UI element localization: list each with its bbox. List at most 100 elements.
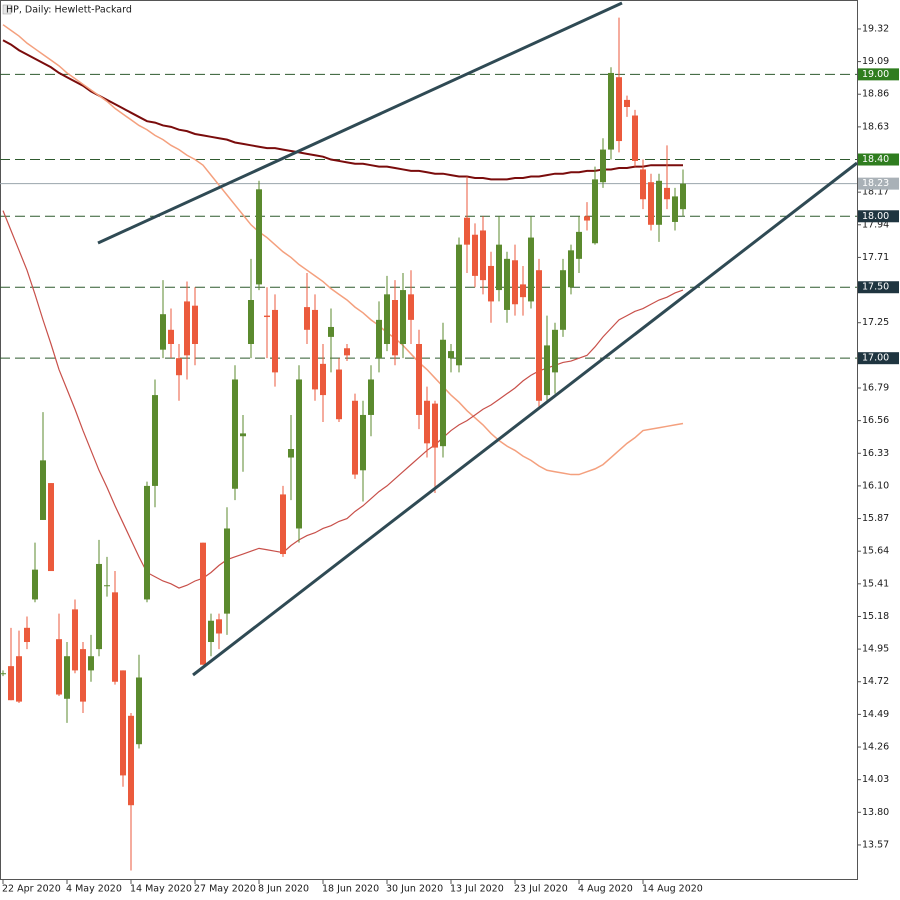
moving-average-line [2,24,684,476]
trendline [97,1,623,245]
y-tick-label: 16.33 [862,448,889,459]
candle-body [488,265,494,302]
candle-body [536,270,542,401]
last-price-box [858,177,899,190]
chart-title: HP, Daily: Hewlett-Packard [6,5,132,16]
x-tick-label: 30 Jun 2020 [386,884,443,895]
candle-body [216,619,222,634]
candle-body [296,379,302,529]
candle-body [432,403,438,448]
candle-body [24,627,30,643]
candle-body [168,329,174,344]
y-tick-label: 18.86 [862,89,889,100]
y-tick-label: 19.32 [862,23,889,34]
level-label-box [858,153,899,166]
moving-average-line [2,210,684,589]
candle-body [144,485,150,600]
candle-body [640,169,646,200]
candle-body [288,449,294,458]
y-tick-label: 13.57 [862,839,889,850]
candle-body [184,301,190,356]
candle-body [656,180,662,225]
candle-body [560,270,566,330]
candle-body [504,258,510,310]
candle-body [528,237,534,302]
candle-body [336,369,342,420]
level-label: 18.00 [862,211,889,222]
x-tick-label: 27 May 2020 [194,884,256,895]
x-tick-label: 4 May 2020 [66,884,122,895]
y-tick-label: 14.72 [862,676,889,687]
candle-body [72,609,78,671]
candle-body [96,563,102,650]
candle-body [384,294,390,344]
level-label: 18.40 [862,154,889,165]
candle-body [104,585,110,587]
level-label-box [858,68,899,81]
x-tick-label: 23 Jul 2020 [514,884,568,895]
y-tick-label: 15.41 [862,578,889,589]
candle-body [192,305,198,344]
level-label-box [858,281,899,294]
candle-body [600,149,606,183]
candle-body [552,329,558,373]
candle-body [584,216,590,221]
trendlines [97,1,858,677]
candle-body [448,351,454,359]
candle-body [272,309,278,373]
candle-body [80,649,86,702]
candle-body [632,115,638,161]
candle-body [440,339,446,447]
candle-body [304,307,310,330]
candle-body [208,620,214,643]
candle-body [280,494,286,555]
candle-body [56,639,62,695]
y-tick-label: 16.79 [862,382,889,393]
y-tick-label: 16.56 [862,415,889,426]
candle-body [344,348,350,356]
candle-body [128,715,134,806]
y-tick-label: 17.25 [862,317,889,328]
moving-average-line [2,39,683,181]
candle-body [0,673,6,675]
trendline [192,161,858,677]
level-label-box [858,352,899,365]
candle-body [376,319,382,359]
candle-body [88,656,94,671]
candle-body [544,345,550,396]
candle-body [616,77,622,142]
last-price-label: 18.23 [862,178,889,189]
candle-body [496,244,502,291]
x-tick-label: 13 Jul 2020 [450,884,504,895]
x-tick-label: 22 Apr 2020 [2,884,61,895]
y-tick-label: 16.10 [862,480,889,491]
candle-body [608,72,614,150]
candle-body [152,395,158,486]
x-tick-label: 4 Aug 2020 [578,884,633,895]
plot-frame [0,0,858,880]
candle-body [520,284,526,298]
y-tick-label: 18.17 [862,187,889,198]
candle-body [624,99,630,108]
y-tick-label: 15.64 [862,546,889,557]
candle-body [120,670,126,776]
candle-body [464,217,470,245]
candle-body [224,528,230,614]
candle-body [352,400,358,475]
y-tick-label: 14.95 [862,644,889,655]
level-label: 19.00 [862,69,889,80]
candle-body [64,656,70,699]
candle-body [136,677,142,745]
candle-body [664,187,670,200]
y-tick-label: 17.94 [862,219,889,230]
candle-body [112,592,118,682]
x-tick-label: 18 Jun 2020 [322,884,379,895]
plot-area [0,17,857,871]
y-tick-label: 13.80 [862,807,889,818]
candle-body [408,294,414,320]
candle-body [392,300,398,356]
y-tick-label: 17.71 [862,252,889,263]
candle-body [232,379,238,489]
